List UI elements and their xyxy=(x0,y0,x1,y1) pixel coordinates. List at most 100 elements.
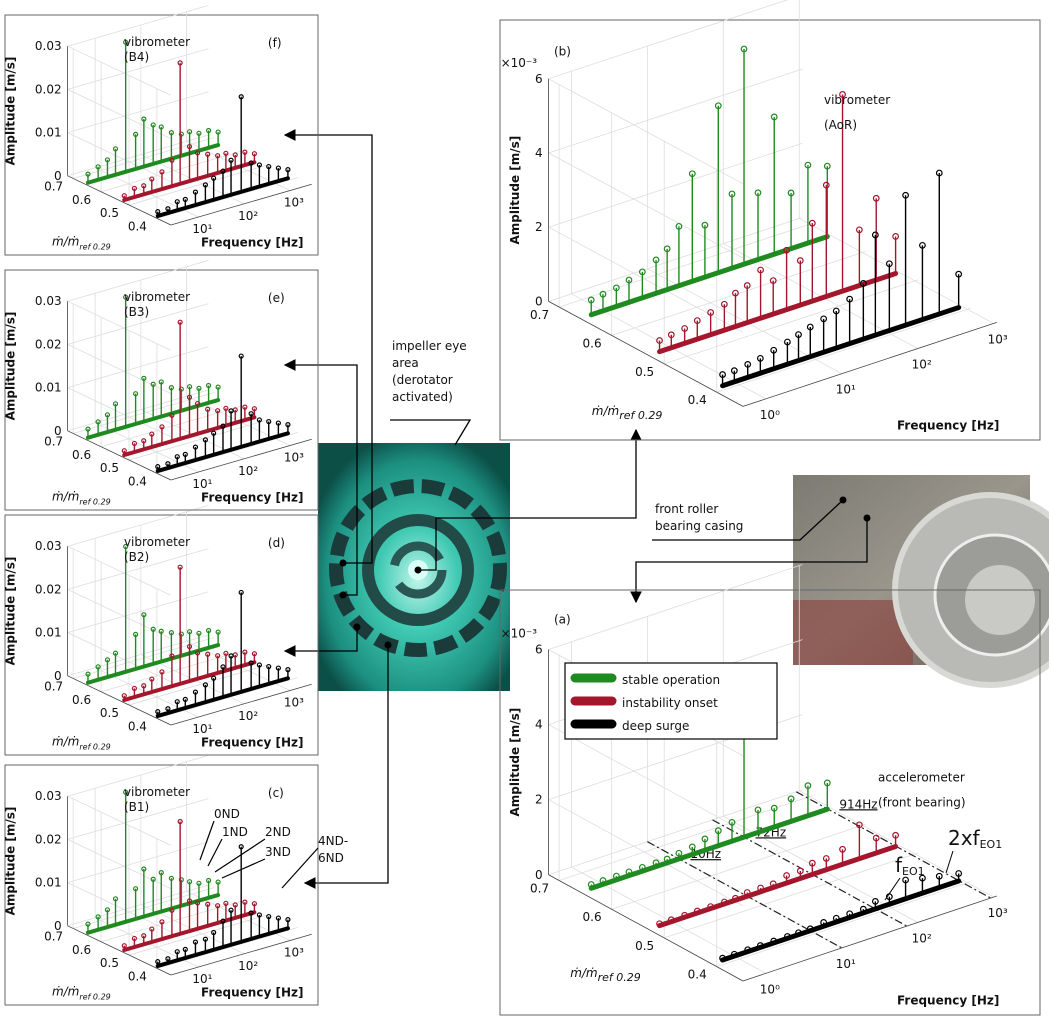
stem-marker xyxy=(223,900,229,906)
grid-line xyxy=(67,548,209,590)
stem-marker xyxy=(769,277,777,285)
stem-marker xyxy=(174,199,180,205)
stem-marker xyxy=(902,191,909,199)
x-tick-label: 10³ xyxy=(284,946,304,960)
series-baseline xyxy=(122,660,257,703)
stem-marker xyxy=(177,60,183,66)
stem-marker xyxy=(808,219,816,227)
marker-label: 914Hz xyxy=(839,797,877,811)
z-scale: ×10⁻³ xyxy=(501,56,538,70)
series-baseline xyxy=(122,910,257,953)
grid-line xyxy=(67,839,172,889)
stem-marker xyxy=(177,818,183,825)
z-axis-label: Amplitude [m/s] xyxy=(508,708,522,817)
series-baseline xyxy=(657,844,899,929)
stem-marker xyxy=(186,643,193,650)
panel-annotation: (AoR) xyxy=(824,118,857,132)
stem-marker xyxy=(855,226,863,234)
grid-line xyxy=(67,884,209,927)
grid-line xyxy=(558,795,814,881)
z-tick-label: 4 xyxy=(535,718,543,732)
frequency-label: fEO1 xyxy=(895,853,925,878)
y-axis-label: ṁ/ṁref 0.29 xyxy=(52,234,111,251)
stem-marker xyxy=(783,246,790,254)
grid-line xyxy=(548,799,744,907)
z-axis-label: Amplitude [m/s] xyxy=(3,312,17,421)
stem-marker xyxy=(795,929,802,937)
stem-marker xyxy=(839,91,846,98)
stem-marker xyxy=(784,933,791,940)
stem-marker xyxy=(242,649,248,655)
y-axis-label-main: ṁ/ṁ xyxy=(52,234,79,248)
stem-marker xyxy=(251,151,258,157)
leader-line xyxy=(221,858,266,879)
x-tick-label: 10³ xyxy=(284,196,304,210)
stem-marker xyxy=(104,157,111,163)
y-axis-label-main: ṁ/ṁ xyxy=(52,489,79,503)
stem-marker xyxy=(251,406,258,412)
stem-marker xyxy=(150,626,156,632)
y-axis-label-sub: ref 0.29 xyxy=(79,242,110,251)
stem-marker xyxy=(211,430,217,436)
stem-marker xyxy=(770,346,778,354)
x-axis-label: Frequency [Hz] xyxy=(201,236,303,250)
stem-marker xyxy=(587,296,595,304)
z-tick-label: 0.03 xyxy=(35,294,62,308)
x-tick-label: 10² xyxy=(912,931,932,945)
stem-marker xyxy=(238,353,244,359)
stem-marker xyxy=(85,671,91,677)
stem-marker xyxy=(174,454,180,460)
stem-marker xyxy=(159,169,165,175)
stem-marker xyxy=(169,157,175,163)
stem-marker xyxy=(885,260,893,268)
series-baseline xyxy=(122,160,257,203)
stem-marker xyxy=(174,949,180,955)
series-baseline xyxy=(720,878,962,963)
stem-marker xyxy=(872,194,880,202)
stem-marker xyxy=(165,206,171,212)
y-tick-label: 0.6 xyxy=(72,943,91,957)
grid-line xyxy=(67,591,209,633)
grid-line xyxy=(799,218,994,324)
stem-marker xyxy=(796,867,804,875)
z-tick-label: 0 xyxy=(535,294,543,308)
stem-marker xyxy=(194,400,201,407)
stem-marker xyxy=(165,706,171,712)
nd-label: 0ND xyxy=(214,807,240,821)
series-baseline xyxy=(657,271,899,355)
y-axis-label-sub: ref 0.29 xyxy=(79,742,110,751)
stem-marker xyxy=(178,131,184,137)
y-tick-label: 0.7 xyxy=(530,881,549,895)
grid-line xyxy=(67,91,209,133)
stem-marker xyxy=(285,667,291,673)
stem-marker xyxy=(131,440,138,447)
stem-marker xyxy=(871,897,879,905)
y-tick-label: 0.4 xyxy=(128,219,147,233)
stem-marker xyxy=(770,804,778,812)
x-tick-label: 10³ xyxy=(988,906,1008,920)
grid-line xyxy=(611,823,866,910)
stem-marker xyxy=(155,209,161,215)
stem-marker xyxy=(935,872,943,880)
x-tick-label: 10³ xyxy=(284,696,304,710)
stem-marker xyxy=(168,385,175,391)
x-tick-label: 10² xyxy=(238,709,258,723)
stem-marker xyxy=(804,782,812,790)
stem-marker xyxy=(133,131,139,137)
grid-line xyxy=(548,217,803,302)
y-axis-label: ṁ/ṁref 0.29 xyxy=(52,734,111,751)
leader-line xyxy=(945,850,954,874)
stem-marker xyxy=(194,650,201,656)
x-tick-label: 10² xyxy=(912,358,932,372)
stem-marker xyxy=(131,935,138,942)
stem-marker xyxy=(675,222,683,230)
stem-marker xyxy=(178,386,184,392)
stem-marker xyxy=(104,412,111,418)
stem-marker xyxy=(787,795,795,803)
stem-marker xyxy=(182,946,188,952)
panel: 024610⁰10¹10²10³0.70.60.50.410Hz72Hz914H… xyxy=(499,564,1041,1016)
stem-marker xyxy=(919,874,926,882)
stem-marker xyxy=(121,693,127,699)
stem-marker xyxy=(196,385,202,391)
grid-line xyxy=(156,927,298,969)
